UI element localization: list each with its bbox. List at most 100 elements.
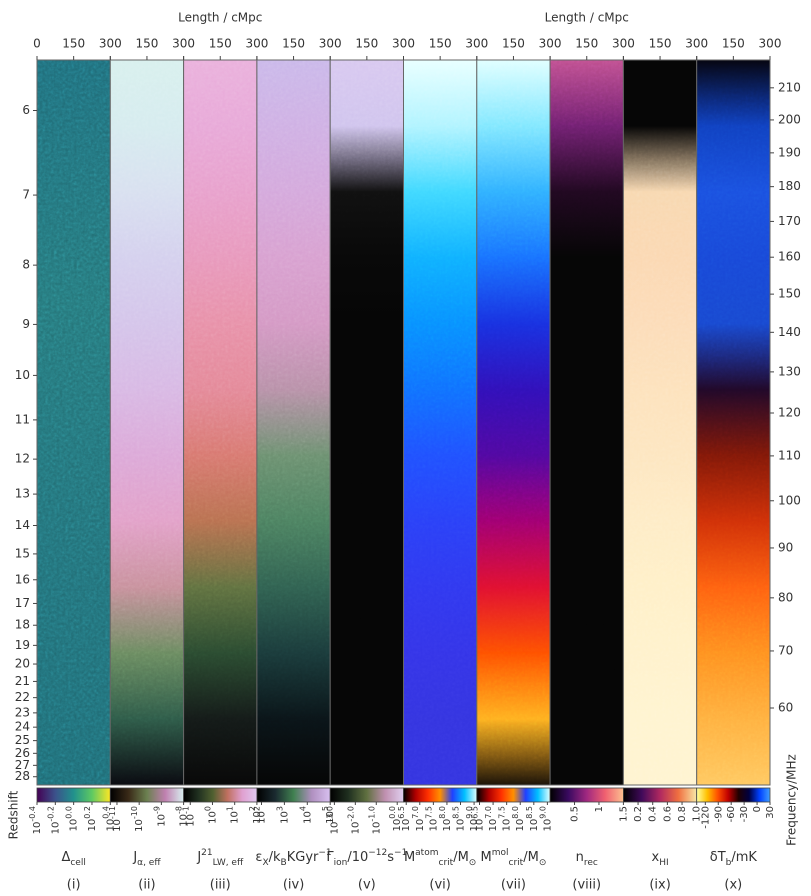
y2-tick-label: 200 <box>778 112 801 126</box>
y2-tick-label: 130 <box>778 364 801 378</box>
colorbar-tick-label: 101 <box>226 806 241 824</box>
colorbar-tick-label: 108.5 <box>452 806 467 831</box>
colorbar-tick-label: 107.0 <box>484 806 499 831</box>
panel-label: nrec <box>576 850 598 868</box>
colorbar <box>549 787 624 803</box>
x-tick-label: 150 <box>135 37 158 51</box>
colorbar-tick-label: 0.2 <box>633 806 644 822</box>
x-tick-label: 150 <box>429 37 452 51</box>
y-tick-label: 12 <box>15 452 30 466</box>
colorbar-tick-label: 108.0 <box>438 806 453 831</box>
colorbar <box>36 787 111 803</box>
colorbar-tick-label: 30 <box>765 806 776 819</box>
y-tick-label: 10 <box>15 368 30 382</box>
colorbar-tick-label: 0.5 <box>570 806 581 822</box>
panel-label: Matomcrit/M⊙ <box>404 848 476 868</box>
y2-tick-label: 120 <box>778 406 801 420</box>
colorbar-tick-label: 0.8 <box>677 806 688 822</box>
y2-tick-label: 210 <box>778 80 801 94</box>
panel-texture <box>696 60 770 785</box>
panel-label: δTb/mK <box>710 850 758 868</box>
panel-id: (v) <box>358 878 376 893</box>
y2-axis-label: Frequency/MHz <box>785 754 799 846</box>
colorbar-tick-label: 10-1 <box>181 806 196 827</box>
colorbar-tick-label: 0 <box>752 806 763 812</box>
x-tick-label: 150 <box>282 37 305 51</box>
x-tick-label: 300 <box>392 37 415 51</box>
colorbar-tick-label: 102 <box>248 806 263 824</box>
colorbar-tick-label: 106.5 <box>397 806 412 831</box>
x-tick-label: 300 <box>759 37 782 51</box>
colorbar <box>109 787 185 803</box>
colorbar <box>696 787 771 803</box>
y-tick-label: 11 <box>15 412 30 426</box>
x-tick-label: 300 <box>465 37 488 51</box>
y-tick-label: 25 <box>15 733 30 747</box>
colorbar-tick-label: 106.5 <box>471 806 486 831</box>
x-tick-label: 150 <box>575 37 598 51</box>
colorbar-tick-label: 100 <box>203 806 218 824</box>
panel-id: (viii) <box>572 878 601 893</box>
y2-tick-label: 190 <box>778 145 801 159</box>
colorbar-tick-label: 100.0 <box>388 806 403 831</box>
y-tick-label: 21 <box>15 674 30 688</box>
x-tick-label: 0 <box>33 37 41 51</box>
panel-texture <box>37 60 111 785</box>
colorbar-tick-label: 10-2.0 <box>346 806 361 834</box>
colorbar-tick-label: 10-1.0 <box>367 806 382 834</box>
y2-tick-label: 160 <box>778 250 801 264</box>
panel-label: εX/kBKGyr−1 <box>255 848 331 868</box>
colorbar-tick-label: 1 <box>594 806 605 812</box>
panel-texture <box>330 60 404 785</box>
colorbar-tick-label: 10-8 <box>175 806 190 827</box>
x-tick-label: 150 <box>502 37 525 51</box>
colorbar-tick-label: 100.4 <box>101 806 116 831</box>
colorbar <box>183 787 258 803</box>
y-tick-label: 8 <box>22 258 30 272</box>
colorbar-tick-label: 107.5 <box>498 806 513 831</box>
y2-tick-label: 60 <box>778 701 793 715</box>
panel-id: (ix) <box>649 878 670 893</box>
colorbar-tick-label: 10-10 <box>130 806 145 832</box>
y-tick-label: 17 <box>15 596 30 610</box>
y-tick-label: 9 <box>22 317 30 331</box>
x-axis-label: Length / cMpc <box>545 11 629 25</box>
y-tick-label: 27 <box>15 758 30 772</box>
colorbar-tick-label: 104 <box>298 806 313 824</box>
colorbar <box>329 787 404 803</box>
panel-label: Δcell <box>61 850 85 868</box>
x-tick-label: 300 <box>245 37 268 51</box>
colorbar-tick-label: 10-3.0 <box>325 806 340 834</box>
y2-tick-label: 150 <box>778 287 801 301</box>
y2-tick-label: 180 <box>778 179 801 193</box>
colorbar-tick-label: 0.4 <box>648 806 659 822</box>
y2-tick-label: 170 <box>778 214 801 228</box>
panel-label: J21LW, eff <box>196 848 244 868</box>
y-tick-label: 26 <box>15 746 30 760</box>
colorbar-tick-label: -90 <box>713 806 724 822</box>
colorbar <box>256 787 331 803</box>
x-tick-label: 300 <box>685 37 708 51</box>
panel-texture <box>403 60 477 785</box>
x-tick-label: 150 <box>62 37 85 51</box>
colorbar-tick-label: -120 <box>700 806 711 829</box>
y-axis-label: Redshift <box>7 790 21 839</box>
colorbar-tick-label: 0.6 <box>662 806 673 822</box>
colorbar <box>476 787 551 803</box>
colorbar-tick-label: 109.0 <box>538 806 553 831</box>
x-tick-label: 150 <box>649 37 672 51</box>
y-tick-label: 24 <box>15 720 30 734</box>
panel-label: xHI <box>651 850 668 868</box>
y2-tick-label: 80 <box>778 590 793 604</box>
panel-label: Mmolcrit/M⊙ <box>481 848 547 868</box>
x-tick-label: 150 <box>355 37 378 51</box>
colorbar-tick-label: 10-9 <box>152 806 167 827</box>
colorbar-tick-label: 1.0 <box>692 806 703 822</box>
x-tick-label: 300 <box>539 37 562 51</box>
colorbar-tick-label: 10-0.4 <box>28 806 43 834</box>
y-tick-label: 13 <box>15 487 30 501</box>
y-tick-label: 16 <box>15 572 30 586</box>
colorbar-tick-label: 100.2 <box>83 806 98 831</box>
colorbar-tick-label: 1.5 <box>618 806 629 822</box>
